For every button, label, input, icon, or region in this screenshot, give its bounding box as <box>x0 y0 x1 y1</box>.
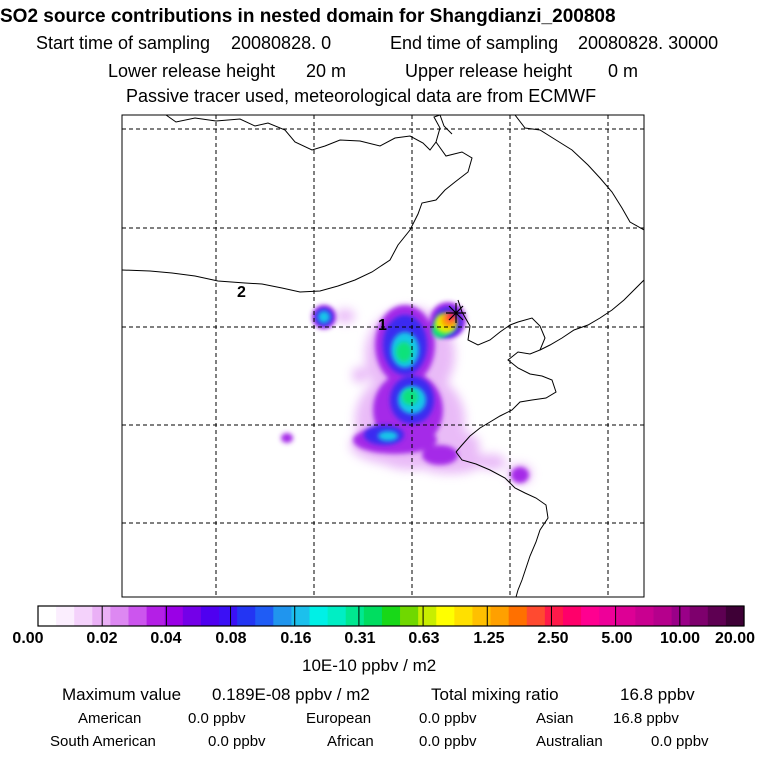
max-value: 0.189E-08 ppbv / m2 <box>212 685 370 704</box>
colorbar-swatch <box>200 606 220 626</box>
colorbar-swatch <box>219 606 238 626</box>
colorbar-swatch <box>454 606 474 626</box>
lat-lon-grid <box>122 115 644 597</box>
colorbar-swatch <box>146 606 166 626</box>
region-asian-label: Asian <box>536 710 574 727</box>
map-frame <box>121 114 645 598</box>
colorbar-swatch <box>237 606 256 626</box>
colorbar-swatch <box>363 606 383 626</box>
colorbar-tick-7: 1.25 <box>473 630 505 647</box>
colorbar-swatch <box>273 606 293 626</box>
colorbar-swatch <box>418 606 437 626</box>
map-label-1: 1 <box>378 317 387 334</box>
colorbar <box>38 606 745 626</box>
colorbar-tick-6: 0.63 <box>408 630 440 647</box>
colorbar-swatch <box>490 606 510 626</box>
colorbar-swatch <box>74 606 93 626</box>
region-european-value: 0.0 ppbv <box>419 710 477 727</box>
upper-release-value: 0 m <box>608 61 639 81</box>
colorbar-swatch <box>599 606 618 626</box>
colorbar-swatch <box>526 606 546 626</box>
colorbar-swatch <box>164 606 184 626</box>
colorbar-swatch <box>182 606 202 626</box>
colorbar-swatch <box>617 606 636 626</box>
start-time-label: Start time of sampling <box>36 33 211 53</box>
colorbar-swatch <box>472 606 492 626</box>
lower-release-label: Lower release height <box>108 61 276 81</box>
colorbar-tick-1: 0.02 <box>86 630 118 647</box>
lower-release-value: 20 m <box>306 61 347 81</box>
colorbar-swatch <box>436 606 455 626</box>
colorbar-tick-3: 0.08 <box>215 630 247 647</box>
total-mixing-value: 16.8 ppbv <box>620 685 695 704</box>
upper-release-label: Upper release height <box>405 61 573 81</box>
figure-title: SO2 source contributions in nested domai… <box>0 6 616 27</box>
colorbar-swatch <box>707 606 727 626</box>
station-star-icon <box>446 303 466 323</box>
region-south-american-value: 0.0 ppbv <box>208 733 266 750</box>
total-mixing-label: Total mixing ratio <box>431 685 559 704</box>
region-australian-label: Australian <box>536 733 603 750</box>
region-american-label: American <box>78 710 142 727</box>
colorbar-swatch <box>327 606 347 626</box>
colorbar-swatch <box>92 606 112 626</box>
region-asian-value: 16.8 ppbv <box>613 710 679 727</box>
colorbar-swatch <box>725 606 745 626</box>
colorbar-swatch <box>381 606 401 626</box>
colorbar-swatch <box>345 606 365 626</box>
colorbar-tick-5: 0.31 <box>344 630 376 647</box>
colorbar-swatch <box>508 606 528 626</box>
colorbar-swatch <box>38 606 57 626</box>
region-american-value: 0.0 ppbv <box>188 710 246 727</box>
region-australian-value: 0.0 ppbv <box>651 733 709 750</box>
colorbar-tick-11: 20.00 <box>714 630 756 647</box>
colorbar-swatch <box>689 606 709 626</box>
region-south-american-label: South American <box>50 733 156 750</box>
colorbar-tick-0: 0.00 <box>12 630 44 647</box>
colorbar-tick-2: 0.04 <box>150 630 182 647</box>
map-plot-area: 1 2 <box>122 115 644 597</box>
colorbar-tick-4: 0.16 <box>280 630 312 647</box>
colorbar-frame <box>37 605 745 627</box>
region-african-label: African <box>327 733 374 750</box>
colorbar-tick-10: 10.00 <box>659 630 701 647</box>
start-time-value: 20080828. 0 <box>231 33 332 53</box>
max-value-label: Maximum value <box>62 685 182 704</box>
colorbar-swatch <box>400 606 419 626</box>
region-african-value: 0.0 ppbv <box>419 733 477 750</box>
colorbar-tick-9: 5.00 <box>601 630 633 647</box>
colorbar-tick-8: 2.50 <box>537 630 569 647</box>
end-time-label: End time of sampling <box>390 33 559 53</box>
colorbar-swatch <box>581 606 600 626</box>
map-label-2: 2 <box>237 284 246 301</box>
colorbar-swatch <box>110 606 130 626</box>
tracer-note: Passive tracer used, meteorological data… <box>126 86 597 106</box>
end-time-value: 20080828. 30000 <box>578 33 719 53</box>
colorbar-swatch <box>56 606 75 626</box>
colorbar-swatch <box>653 606 673 626</box>
colorbar-swatch <box>671 606 691 626</box>
colorbar-swatch <box>255 606 274 626</box>
colorbar-swatch <box>128 606 148 626</box>
region-european-label: European <box>306 710 372 727</box>
colorbar-swatch <box>291 606 311 626</box>
colorbar-swatch <box>635 606 655 626</box>
colorbar-unit: 10E-10 ppbv / m2 <box>302 656 437 675</box>
colorbar-swatch <box>544 606 564 626</box>
colorbar-swatch <box>309 606 329 626</box>
colorbar-swatch <box>562 606 582 626</box>
